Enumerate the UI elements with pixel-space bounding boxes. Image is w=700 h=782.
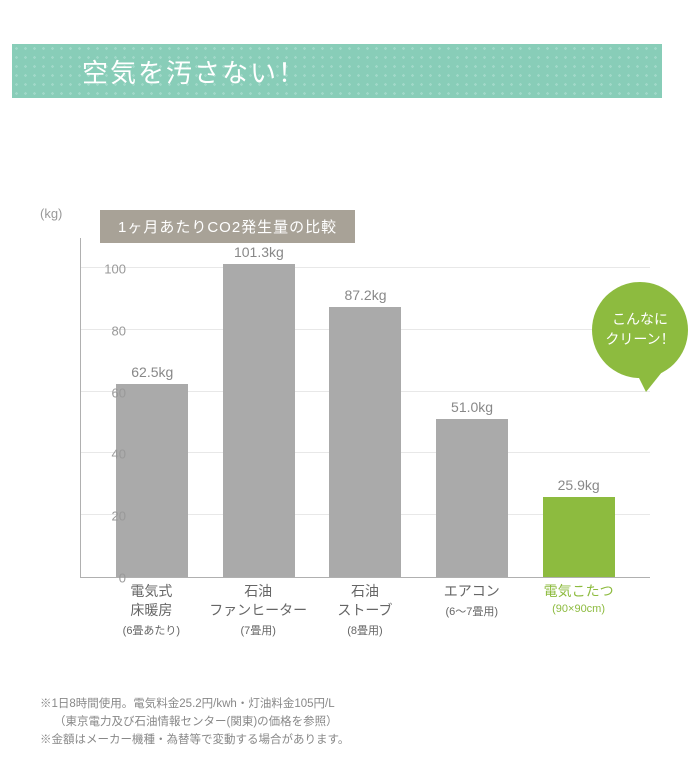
y-tick: 80 (86, 323, 126, 338)
bar-value-label: 87.2kg (344, 287, 386, 303)
bar (436, 419, 508, 577)
x-label-sub: (8畳用) (315, 622, 415, 638)
x-label-main: エアコン (422, 582, 522, 601)
y-axis-unit: (kg) (40, 206, 62, 221)
y-tick: 20 (86, 509, 126, 524)
x-label-main: 石油 ストーブ (315, 582, 415, 620)
footnote-line-2: （東京電力及び石油情報センター(関東)の価格を参照） (40, 714, 349, 732)
footnotes: ※1日8時間使用。電気料金25.2円/kwh・灯油料金105円/L （東京電力及… (40, 696, 349, 749)
y-tick: 60 (86, 385, 126, 400)
x-label: 石油 ストーブ (8畳用) (315, 582, 415, 638)
x-label-sub: (7畳用) (208, 622, 308, 638)
callout-line2: クリーン！ (605, 330, 674, 350)
clean-callout-bubble: こんなに クリーン！ (592, 282, 688, 378)
bar-value-label: 25.9kg (558, 477, 600, 493)
footnote-line-3: ※金額はメーカー機種・為替等で変動する場合があります。 (40, 732, 349, 750)
bar-slot: 62.5kg (116, 384, 188, 577)
plot-area: 62.5kg 101.3kg 87.2kg 51.0kg 25.9kg (80, 238, 650, 578)
x-axis-labels: 電気式 床暖房 (6畳あたり) 石油 ファンヒーター (7畳用) 石油 ストーブ (8畳用… (80, 582, 650, 638)
bars-container: 62.5kg 101.3kg 87.2kg 51.0kg 25.9kg (81, 238, 650, 577)
x-label-sub: (6～7畳用) (422, 603, 522, 619)
bar-slot: 101.3kg (223, 264, 295, 577)
footnote-line-1: ※1日8時間使用。電気料金25.2円/kwh・灯油料金105円/L (40, 696, 349, 714)
x-label-sub: (90×90cm) (529, 603, 629, 615)
y-tick: 100 (86, 261, 126, 276)
bar (116, 384, 188, 577)
y-tick: 40 (86, 447, 126, 462)
x-label-main: 電気こたつ (529, 582, 629, 601)
bar (329, 307, 401, 577)
banner-text: 空気を汚さない！ (82, 53, 306, 90)
x-label: 石油 ファンヒーター (7畳用) (208, 582, 308, 638)
x-label: 電気こたつ (90×90cm) (529, 582, 629, 638)
bar (223, 264, 295, 577)
bar-slot: 87.2kg (329, 307, 401, 577)
x-label-main: 石油 ファンヒーター (208, 582, 308, 620)
bar (543, 497, 615, 577)
bar-slot: 51.0kg (436, 419, 508, 577)
bar-value-label: 62.5kg (131, 364, 173, 380)
x-label-sub: (6畳あたり) (101, 622, 201, 638)
x-label: エアコン (6～7畳用) (422, 582, 522, 638)
bar-value-label: 51.0kg (451, 399, 493, 415)
x-label-main: 電気式 床暖房 (101, 582, 201, 620)
headline-banner: 空気を汚さない！ (12, 44, 662, 98)
x-label: 電気式 床暖房 (6畳あたり) (101, 582, 201, 638)
bar-slot: 25.9kg (543, 497, 615, 577)
callout-line1: こんなに (612, 310, 668, 330)
bar-value-label: 101.3kg (234, 244, 284, 260)
chart-legend-tab: 1ヶ月あたりCO2発生量の比較 (100, 210, 355, 243)
callout-tail (636, 372, 662, 392)
